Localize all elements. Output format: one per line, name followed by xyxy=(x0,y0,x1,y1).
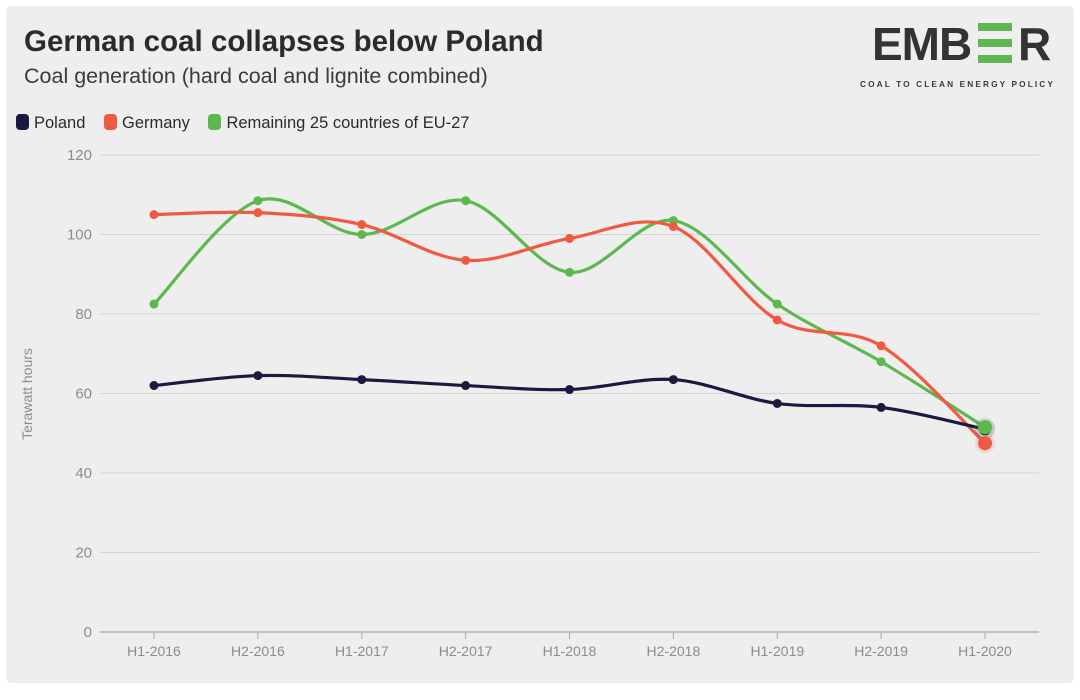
svg-text:0: 0 xyxy=(84,624,92,641)
svg-text:H2-2016: H2-2016 xyxy=(231,643,285,659)
svg-text:60: 60 xyxy=(75,386,92,403)
svg-text:40: 40 xyxy=(75,465,92,482)
svg-text:H2-2017: H2-2017 xyxy=(439,643,493,659)
svg-text:H1-2020: H1-2020 xyxy=(958,643,1012,659)
svg-text:H1-2016: H1-2016 xyxy=(127,643,181,659)
svg-text:100: 100 xyxy=(67,227,92,244)
svg-text:Terawatt hours: Terawatt hours xyxy=(19,348,35,440)
svg-text:120: 120 xyxy=(67,147,92,164)
svg-text:H1-2018: H1-2018 xyxy=(543,643,597,659)
svg-text:20: 20 xyxy=(75,545,92,562)
svg-text:H1-2017: H1-2017 xyxy=(335,643,389,659)
svg-text:H2-2019: H2-2019 xyxy=(854,643,908,659)
svg-text:H2-2018: H2-2018 xyxy=(647,643,701,659)
svg-text:80: 80 xyxy=(75,306,92,323)
svg-text:H1-2019: H1-2019 xyxy=(750,643,804,659)
